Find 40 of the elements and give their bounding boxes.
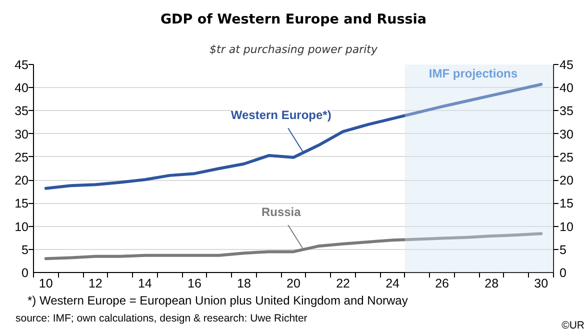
y-tick-label: 45 xyxy=(14,58,29,72)
chart-subtitle: $tr at purchasing power parity xyxy=(210,43,378,56)
x-tick-label: 22 xyxy=(336,276,350,290)
x-tick-label: 24 xyxy=(386,276,400,290)
x-tick-label: 18 xyxy=(237,276,251,290)
y-tick-label: 0 xyxy=(22,266,29,280)
y2-tick-label: 10 xyxy=(560,220,574,234)
y2-tick-label: 45 xyxy=(560,58,574,72)
y2-tick-label: 40 xyxy=(560,81,574,96)
line-series xyxy=(44,82,543,190)
y-tick-label: 10 xyxy=(14,220,29,234)
y2-tick-label: 5 xyxy=(560,242,566,257)
y2-tick-label: 20 xyxy=(560,174,574,188)
chart-title: GDP of Western Europe and Russia xyxy=(160,12,427,28)
y-tick-label: 40 xyxy=(14,81,29,96)
x-tick-label: 20 xyxy=(286,276,300,290)
x-tick-label: 30 xyxy=(534,276,548,290)
text: *) Western Europe = European Union plus United Kingdom and Norway xyxy=(28,294,408,308)
y-tick-label: 20 xyxy=(14,174,29,188)
source-note: source: IMF; own calculations, design & research: Uwe Richter xyxy=(16,312,308,324)
y-tick-label: 25 xyxy=(14,150,29,164)
x-tick-label: 28 xyxy=(484,276,499,290)
y-tick-label: 15 xyxy=(14,196,29,211)
text: Russia xyxy=(261,205,302,220)
y2-tick-label: 25 xyxy=(560,150,574,164)
y2-tick-label: 30 xyxy=(560,127,574,142)
y-tick-label: 30 xyxy=(14,127,29,142)
x-tick-label: 16 xyxy=(188,276,202,290)
series-label: Western Europe*) xyxy=(230,108,332,122)
x-tick-label: 12 xyxy=(88,276,102,290)
y-tick-label: 35 xyxy=(14,104,29,118)
x-tick-label: 10 xyxy=(38,276,53,290)
x-tick-label: 14 xyxy=(138,276,152,290)
band-label: IMF projections xyxy=(428,66,518,80)
y-tick-label: 5 xyxy=(22,242,29,257)
y2-tick-label: 15 xyxy=(560,196,574,211)
y2-tick-label: 0 xyxy=(560,266,566,280)
y2-tick-label: 35 xyxy=(560,104,574,118)
text: ©UR xyxy=(562,320,585,329)
x-tick-label: 26 xyxy=(435,276,450,290)
